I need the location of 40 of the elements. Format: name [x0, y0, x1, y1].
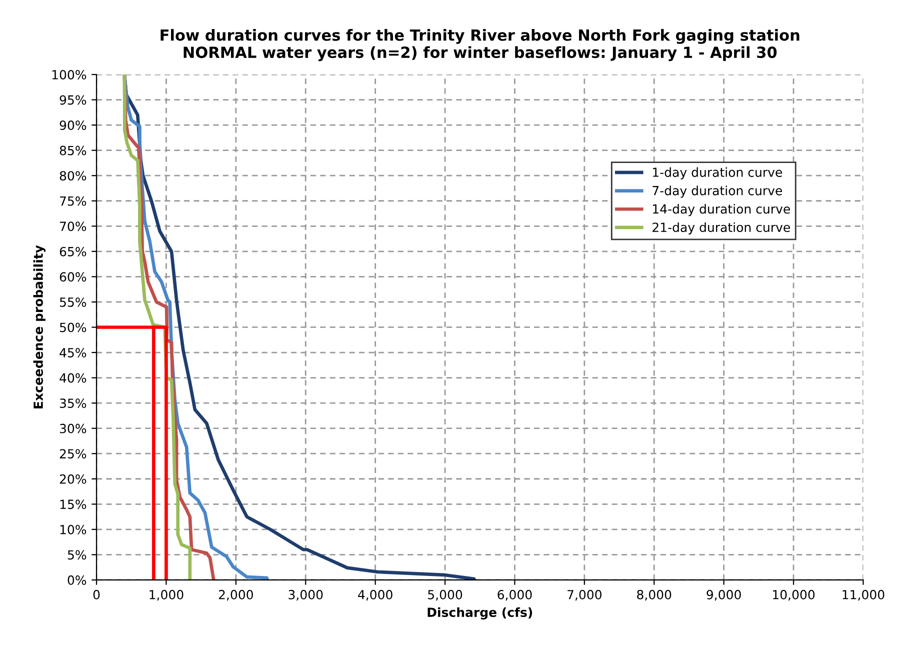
x-tick-label: 10,000: [773, 590, 815, 601]
y-tick-label: 95%: [60, 95, 86, 105]
y-tick-label: 70%: [60, 222, 86, 232]
x-tick-label: 8,000: [637, 590, 672, 601]
legend-label: 21-day duration curve: [652, 222, 790, 234]
y-tick-label: 30%: [60, 424, 86, 434]
legend-label: 14-day duration curve: [653, 204, 790, 216]
legend-label: 7-day duration curve: [652, 186, 782, 198]
y-tick-label: 5%: [68, 550, 86, 560]
x-tick-label: 5,000: [428, 590, 462, 601]
x-tick-label: 9,000: [706, 590, 741, 601]
x-tick-label: 1,000: [150, 590, 184, 601]
y-tick-label: 50%: [60, 322, 86, 332]
y-tick-label: 60%: [60, 272, 86, 282]
y-tick-label: 80%: [60, 171, 86, 181]
x-tick-label: 7,000: [568, 590, 602, 601]
y-axis-title: Exceedence probability: [33, 245, 46, 408]
y-tick-label: 65%: [60, 246, 86, 256]
y-tick-label: 15%: [60, 500, 86, 510]
x-tick-label: 3,000: [288, 590, 323, 601]
x-tick-label: 4,000: [358, 590, 392, 601]
x-tick-label: 0: [93, 590, 100, 600]
y-tick-label: 40%: [60, 373, 86, 383]
x-tick-label: 11,000: [842, 590, 884, 601]
y-tick-label: 20%: [60, 474, 86, 484]
x-tick-label: 6,000: [498, 590, 532, 601]
y-tick-label: 100%: [52, 70, 86, 80]
legend-label: 1-day duration curve: [653, 167, 782, 180]
y-tick-label: 45%: [60, 348, 86, 358]
y-tick-label: 25%: [60, 449, 86, 459]
x-tick-label: 2,000: [218, 590, 253, 601]
y-tick-label: 85%: [60, 146, 86, 156]
y-tick-label: 90%: [60, 120, 86, 130]
y-tick-label: 35%: [60, 398, 86, 408]
y-tick-label: 75%: [60, 196, 86, 206]
y-tick-label: 0%: [68, 575, 86, 585]
y-tick-label: 55%: [60, 297, 86, 307]
x-axis-title: Discharge (cfs): [428, 607, 532, 620]
y-tick-label: 10%: [60, 524, 86, 534]
chart-title: Flow duration curves for the Trinity River above North Fork gaging station NORMAL water years (n=2) for winter baseflows: January 1 - April 30: [160, 29, 800, 62]
